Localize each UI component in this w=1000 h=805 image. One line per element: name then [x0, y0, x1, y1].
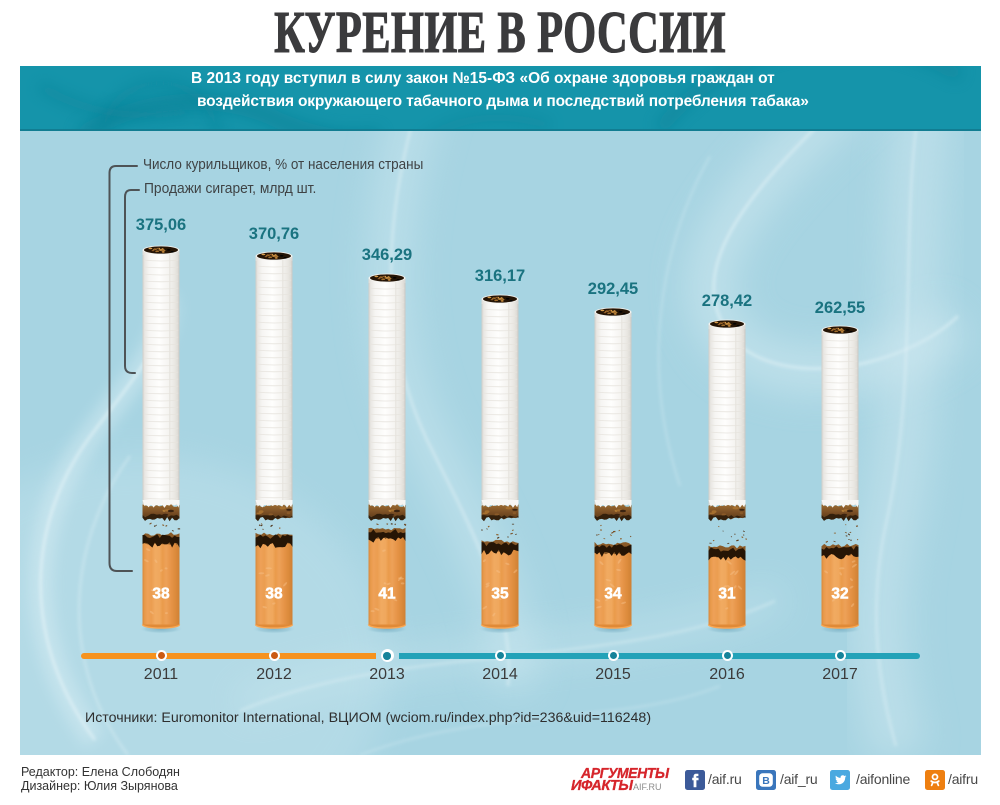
svg-text:34: 34 [604, 586, 622, 603]
svg-text:32: 32 [831, 586, 848, 603]
svg-text:31: 31 [718, 586, 736, 603]
svg-text:35: 35 [491, 586, 509, 603]
svg-text:38: 38 [265, 586, 283, 603]
svg-text:B: B [762, 775, 770, 787]
svg-text:41: 41 [378, 586, 396, 603]
svg-text:38: 38 [152, 586, 170, 603]
